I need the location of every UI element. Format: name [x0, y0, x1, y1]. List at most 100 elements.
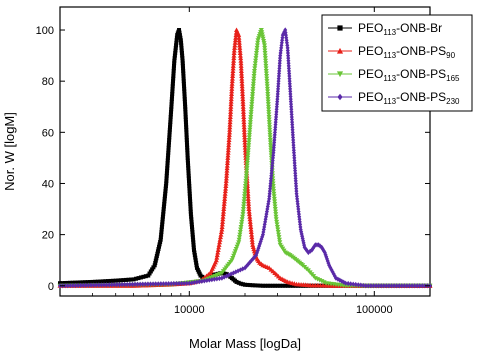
data-point [238, 222, 244, 227]
data-point [182, 97, 187, 102]
data-point [159, 227, 164, 232]
data-point [168, 120, 173, 125]
data-point [216, 244, 222, 250]
data-point [224, 173, 230, 178]
data-point [228, 106, 234, 112]
data-point [240, 214, 246, 220]
data-point [130, 281, 135, 287]
data-point [190, 227, 195, 232]
data-point [277, 70, 282, 77]
data-point [251, 74, 257, 79]
data-point [217, 239, 223, 245]
data-point [178, 38, 183, 43]
data-point [68, 282, 73, 289]
data-point [90, 279, 95, 284]
data-point [186, 171, 191, 176]
data-point [242, 137, 248, 142]
data-point [219, 227, 225, 232]
data-point [265, 91, 271, 97]
data-point [250, 89, 256, 94]
data-point [187, 178, 192, 183]
data-point [168, 122, 173, 127]
legend-subscript: 90 [446, 51, 455, 60]
data-point [184, 130, 189, 135]
legend-text: PEO [358, 44, 383, 58]
data-point [239, 219, 245, 225]
data-point [248, 283, 253, 288]
data-point [242, 186, 248, 192]
data-point [159, 230, 164, 235]
data-point [265, 283, 270, 288]
data-point [368, 283, 373, 289]
data-point [166, 148, 171, 153]
data-point [182, 280, 187, 286]
data-point [183, 102, 188, 107]
data-point [229, 78, 235, 84]
legend-subscript: 113 [383, 28, 396, 37]
data-point [240, 99, 246, 104]
data-point [248, 114, 254, 120]
data-point [249, 94, 255, 100]
x-tick-label: 10000 [174, 304, 205, 316]
data-point [187, 186, 192, 191]
data-point [170, 81, 175, 86]
data-point [327, 262, 332, 268]
data-point [187, 184, 192, 189]
data-point [188, 212, 193, 217]
data-point [250, 283, 255, 288]
data-point [247, 125, 253, 130]
data-point [145, 281, 150, 287]
data-point [183, 107, 188, 112]
data-point [278, 283, 283, 288]
data-point [185, 145, 190, 150]
data-point [220, 211, 226, 217]
data-point [187, 191, 192, 196]
data-point [189, 280, 194, 286]
data-point [165, 166, 170, 171]
data-point [218, 229, 224, 235]
data-point [220, 214, 226, 219]
data-point [228, 99, 234, 104]
data-point [348, 281, 353, 287]
data-point [167, 130, 172, 135]
data-point [238, 224, 244, 230]
data-point [399, 283, 404, 289]
data-point [277, 60, 282, 66]
legend-text: PEO [358, 67, 383, 81]
data-point [221, 198, 227, 204]
data-point [176, 280, 181, 287]
data-point [167, 137, 172, 142]
y-tick-label: 40 [42, 178, 54, 190]
data-point [255, 283, 260, 288]
data-point [126, 277, 131, 282]
data-point [214, 252, 220, 258]
data-point [218, 232, 224, 237]
data-point [178, 35, 183, 40]
data-point [381, 283, 386, 289]
data-point [169, 107, 174, 112]
data-point [242, 194, 248, 199]
data-point [253, 283, 258, 288]
data-point [143, 281, 148, 287]
data-point [245, 148, 251, 153]
data-point [143, 274, 148, 279]
data-point [169, 102, 174, 107]
data-point [404, 283, 409, 289]
data-point [186, 176, 191, 181]
data-point [188, 201, 193, 206]
data-point [267, 125, 273, 130]
data-point [162, 194, 167, 199]
data-point [164, 178, 169, 183]
data-point [237, 230, 243, 235]
data-point [221, 206, 227, 212]
data-point [155, 249, 160, 254]
data-point [267, 127, 273, 133]
data-point [184, 122, 189, 127]
legend-subscript: 113 [383, 74, 396, 83]
data-point [155, 251, 160, 256]
data-point [228, 101, 234, 107]
data-point [170, 86, 175, 91]
data-point [245, 282, 250, 287]
data-point [262, 53, 268, 59]
